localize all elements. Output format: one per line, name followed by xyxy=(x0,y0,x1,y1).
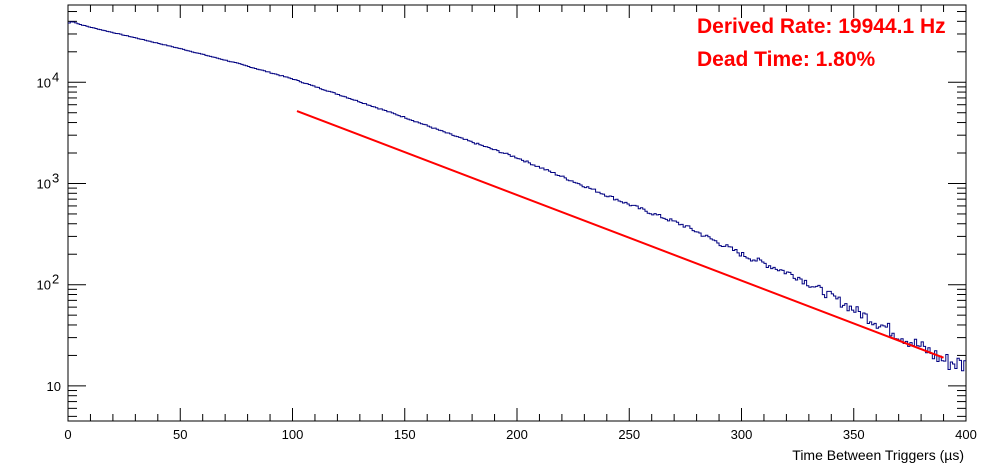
fit-curve xyxy=(296,110,944,359)
histogram-series xyxy=(68,21,966,372)
x-tick-label: 150 xyxy=(394,427,416,442)
dead-time-annotation: Dead Time: 1.80% xyxy=(697,48,876,71)
derived-rate-annotation: Derived Rate: 19944.1 Hz xyxy=(697,15,946,38)
y-tick-exponent: 2 xyxy=(52,272,59,287)
y-tick-exponent: 3 xyxy=(52,170,59,185)
y-tick-label: 10 xyxy=(47,379,61,394)
x-tick-label: 250 xyxy=(618,427,640,442)
x-tick-label: 300 xyxy=(731,427,753,442)
x-axis-tick-labels: 0 50 100 150 200 250 300 350 400 xyxy=(64,427,976,442)
x-tick-label: 0 xyxy=(64,427,71,442)
y-tick-label: 10 xyxy=(37,278,51,293)
x-tick-label: 400 xyxy=(955,427,977,442)
x-tick-label: 200 xyxy=(506,427,528,442)
y-tick-label: 10 xyxy=(37,176,51,191)
y-tick-exponent: 4 xyxy=(52,69,59,84)
x-tick-label: 350 xyxy=(843,427,865,442)
y-tick-label: 10 xyxy=(37,75,51,90)
x-axis-title: Time Between Triggers (µs) xyxy=(792,447,964,463)
y-axis-ticks xyxy=(68,11,966,417)
x-tick-label: 50 xyxy=(173,427,187,442)
x-tick-label: 100 xyxy=(282,427,304,442)
x-axis-ticks xyxy=(67,5,967,421)
